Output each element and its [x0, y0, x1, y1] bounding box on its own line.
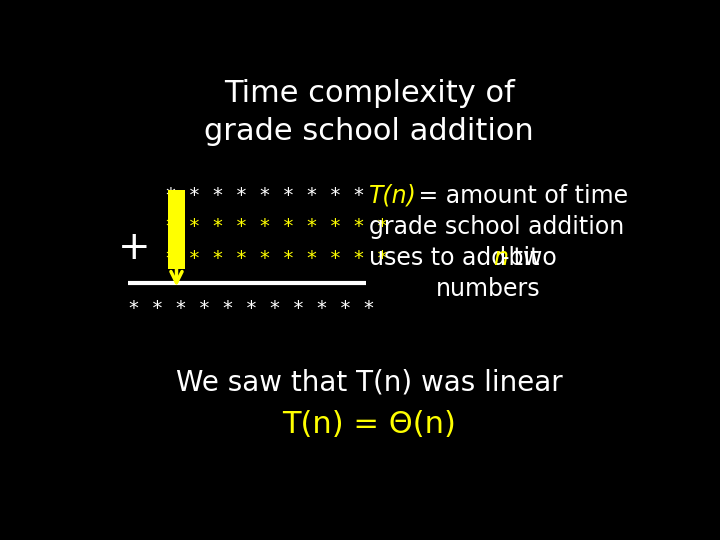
- Text: * * * * * * * * * *: * * * * * * * * * *: [166, 218, 389, 237]
- Text: T(n): T(n): [369, 184, 417, 208]
- Text: Time complexity of
grade school addition: Time complexity of grade school addition: [204, 79, 534, 146]
- Text: +: +: [118, 229, 151, 267]
- Text: uses to add two: uses to add two: [369, 246, 564, 270]
- Text: n: n: [493, 246, 508, 270]
- Text: We saw that T(n) was linear: We saw that T(n) was linear: [176, 369, 562, 397]
- Text: = amount of time: = amount of time: [411, 184, 628, 208]
- FancyBboxPatch shape: [168, 190, 185, 268]
- Text: * * * * * * * * *: * * * * * * * * *: [166, 186, 365, 205]
- Text: numbers: numbers: [436, 278, 541, 301]
- Text: -bit: -bit: [501, 246, 541, 270]
- Text: * * * * * * * * * *: * * * * * * * * * *: [166, 248, 389, 268]
- Text: grade school addition: grade school addition: [369, 215, 624, 239]
- Text: * * * * * * * * * * *: * * * * * * * * * * *: [128, 299, 374, 318]
- Text: T(n) = Θ(n): T(n) = Θ(n): [282, 410, 456, 439]
